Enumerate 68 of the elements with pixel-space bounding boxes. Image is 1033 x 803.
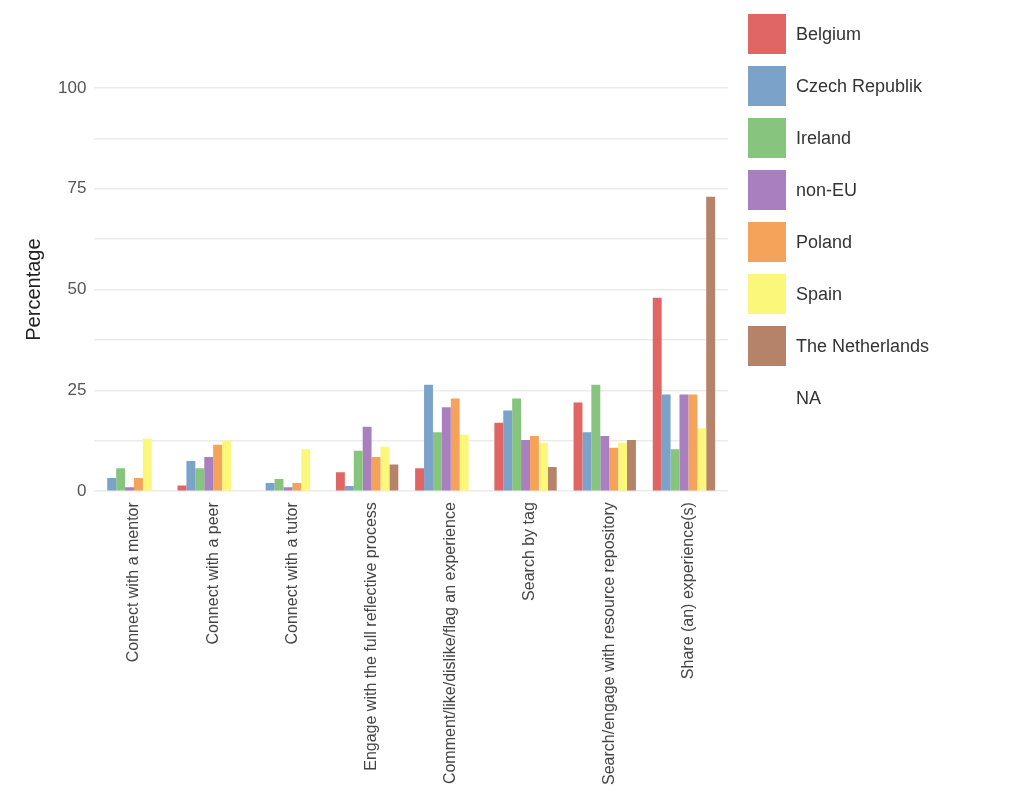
bar: [679, 394, 689, 491]
y-tick-label: 50: [67, 279, 87, 299]
bar: [142, 438, 152, 491]
bar: [450, 398, 460, 491]
legend-label: non-EU: [796, 179, 858, 201]
bar: [186, 460, 196, 491]
bar: [652, 297, 662, 491]
bar: [353, 450, 363, 491]
bar: [459, 434, 469, 491]
bar: [582, 432, 592, 491]
bar: [389, 464, 399, 491]
bar: [116, 468, 126, 491]
bar: [195, 468, 205, 491]
bar: [521, 439, 530, 491]
y-axis-title: Percentage: [21, 238, 44, 341]
bar: [362, 426, 372, 491]
bar: [688, 394, 698, 491]
bar: [529, 435, 539, 491]
y-tick-label: 0: [76, 480, 87, 500]
y-tick-label: 75: [67, 178, 87, 198]
bar: [503, 410, 513, 491]
bar: [380, 446, 390, 491]
bar: [573, 402, 583, 491]
bar: [292, 483, 302, 491]
bar: [335, 472, 345, 491]
x-tick-label: Connect with a tutor: [282, 501, 300, 645]
text: NA: [796, 387, 822, 409]
bar: [538, 442, 548, 491]
bar: [494, 422, 504, 491]
y-tick-label: 100: [57, 77, 87, 97]
bar: [344, 485, 354, 491]
legend-label: The Netherlands: [796, 335, 930, 357]
legend-label: Belgium: [796, 23, 862, 45]
bar: [591, 384, 601, 491]
legend-label: Poland: [796, 231, 853, 253]
y-tick-label: 25: [67, 380, 87, 400]
bar: [107, 477, 117, 491]
legend-label: Ireland: [796, 127, 852, 149]
bar: [609, 447, 619, 491]
bar: [424, 384, 433, 491]
bar: [301, 449, 311, 491]
x-tick-label: Search/engage with resource repository: [599, 502, 617, 786]
bar: [547, 466, 557, 491]
x-tick-label: Engage with the full reflective process: [361, 502, 379, 771]
bar: [133, 477, 143, 491]
bar: [265, 483, 275, 491]
bar: [222, 440, 231, 491]
x-tick-label: Connect with a mentor: [124, 501, 142, 663]
bar: [415, 468, 425, 491]
bar: [125, 487, 134, 491]
bar: [204, 456, 214, 491]
bar: [706, 196, 716, 491]
bar: [661, 394, 671, 491]
bar: [697, 428, 707, 491]
bar: [600, 435, 610, 491]
x-tick-label: Share (an) experience(s): [678, 502, 696, 680]
legend-label: Czech Republik: [796, 75, 923, 97]
bar: [213, 444, 223, 491]
legend-label: Spain: [796, 283, 843, 305]
x-tick-label: Search by tag: [520, 502, 538, 601]
x-tick-label: Connect with a peer: [203, 501, 221, 645]
bar: [512, 398, 522, 491]
bar: [618, 442, 628, 491]
bar: [283, 487, 293, 491]
x-tick-label: Comment/like/dislike/flag an experience: [441, 502, 459, 785]
bar: [432, 432, 442, 491]
bar: [627, 439, 636, 491]
bar: [441, 407, 451, 491]
